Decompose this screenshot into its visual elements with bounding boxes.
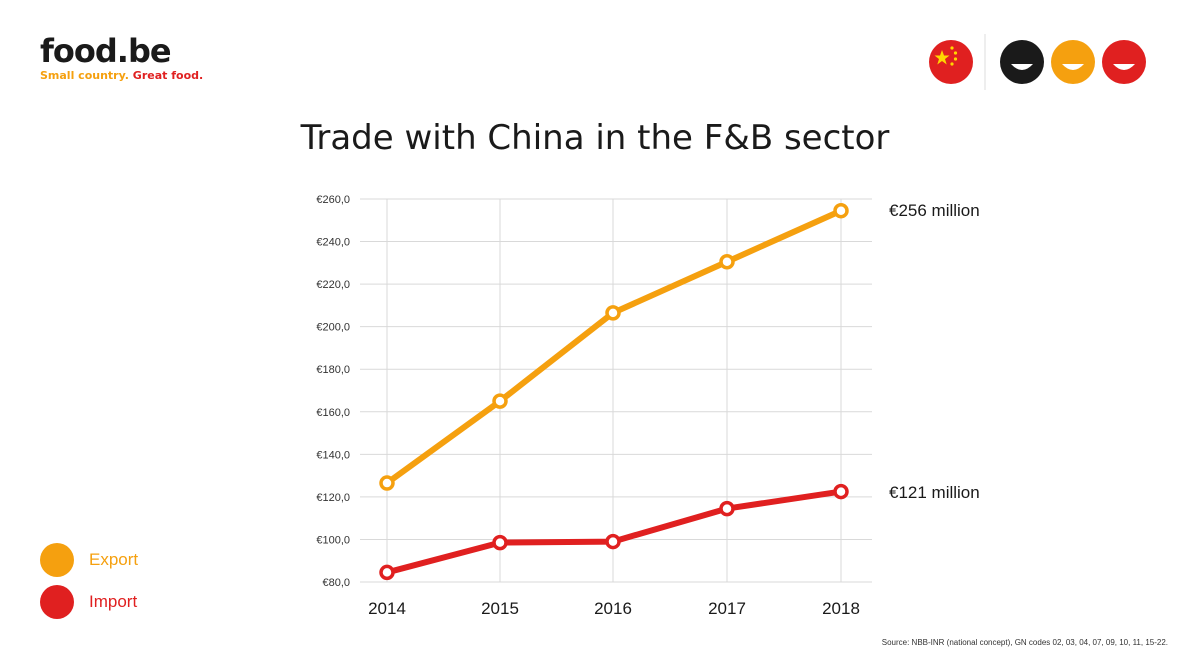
data-point-export xyxy=(379,475,395,491)
data-point-export xyxy=(492,393,508,409)
legend-label-import: Import xyxy=(89,592,138,611)
chart-grid xyxy=(360,198,872,583)
smiley-red-icon xyxy=(1102,40,1146,84)
y-tick-label: €160,0 xyxy=(316,407,350,419)
logo-wordmark: food.be xyxy=(40,32,172,70)
y-tick-label: €100,0 xyxy=(316,534,350,546)
chart-series xyxy=(379,202,849,581)
chart-legend: Export Import xyxy=(40,542,138,626)
x-tick-label: 2018 xyxy=(822,599,860,618)
data-point-import xyxy=(492,534,508,551)
y-tick-label: €220,0 xyxy=(316,279,350,291)
smiley-orange-icon xyxy=(1051,40,1095,84)
source-note: Source: NBB-INR (national concept), GN c… xyxy=(881,638,1168,647)
y-tick-label: €140,0 xyxy=(316,449,350,461)
x-tick-label: 2017 xyxy=(708,599,746,618)
logo-tagline: Small country. Great food. xyxy=(40,69,203,83)
data-point-import xyxy=(719,500,735,517)
import-end-label: €121 million xyxy=(889,483,980,502)
series-line-import xyxy=(384,488,844,576)
header-icons xyxy=(929,34,1146,90)
data-point-export xyxy=(605,305,621,321)
legend-label-export: Export xyxy=(89,550,139,569)
smiley-black-icon xyxy=(1000,40,1044,84)
x-tick-label: 2016 xyxy=(594,599,632,618)
logo-tagline-b: Great food. xyxy=(132,69,204,82)
china-flag-icon xyxy=(929,40,973,84)
export-end-label: €256 million xyxy=(889,201,980,220)
y-tick-label: €180,0 xyxy=(316,364,350,376)
legend-item-import: Import xyxy=(40,584,138,620)
data-point-import xyxy=(379,564,395,581)
x-tick-label: 2014 xyxy=(368,599,406,618)
data-point-import xyxy=(833,483,849,500)
y-tick-label: €260,0 xyxy=(316,194,350,206)
logo-tagline-a: Small country. xyxy=(40,69,129,82)
x-tick-label: 2015 xyxy=(481,599,519,618)
data-point-export xyxy=(833,202,849,219)
y-tick-label: €120,0 xyxy=(316,492,350,504)
food-be-logo: food.be Small country. Great food. xyxy=(40,34,203,83)
y-tick-label: €240,0 xyxy=(316,237,350,249)
page-title: Trade with China in the F&B sector xyxy=(300,118,890,158)
y-axis: €80,0 €100,0 €120,0 €140,0 €160,0 €180,0 €200,… xyxy=(316,194,350,589)
legend-swatch-import xyxy=(40,585,74,619)
series-line-export xyxy=(384,207,844,487)
legend-item-export: Export xyxy=(40,542,138,578)
x-axis: 2014 2015 2016 2017 2018 xyxy=(368,599,860,618)
y-tick-label: €80,0 xyxy=(322,577,350,589)
legend-swatch-export xyxy=(40,543,74,577)
data-point-export xyxy=(719,254,735,270)
data-point-import xyxy=(605,533,621,550)
y-tick-label: €200,0 xyxy=(316,322,350,334)
